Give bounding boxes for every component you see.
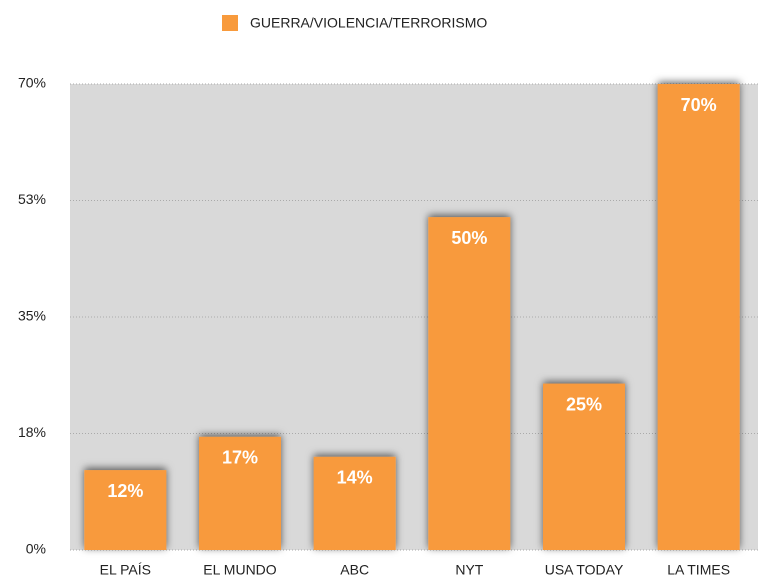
legend-label: GUERRA/VIOLENCIA/TERRORISMO: [250, 15, 487, 31]
y-tick-label: 35%: [18, 308, 46, 324]
y-tick-label: 70%: [18, 75, 46, 91]
bar: [199, 436, 281, 550]
y-tick-label: 53%: [18, 191, 46, 207]
bar: [657, 84, 740, 550]
value-label: 12%: [107, 481, 143, 501]
y-tick-label: 0%: [26, 541, 46, 557]
bar: [313, 456, 396, 550]
x-tick-label: USA TODAY: [545, 562, 624, 578]
x-tick-label: EL PAÍS: [100, 562, 151, 578]
x-tick-label: LA TIMES: [667, 562, 730, 578]
plot-area: [70, 84, 758, 550]
value-label: 17%: [222, 448, 258, 468]
x-tick-label: ABC: [340, 562, 369, 578]
bar: [428, 217, 511, 550]
x-tick-label: NYT: [455, 562, 483, 578]
bar: [543, 383, 625, 550]
value-label: 50%: [451, 228, 487, 248]
value-label: 14%: [337, 468, 373, 488]
y-tick-label: 18%: [18, 424, 46, 440]
x-tick-label: EL MUNDO: [203, 562, 276, 578]
value-label: 25%: [566, 394, 602, 414]
value-label: 70%: [681, 95, 717, 115]
bar: [84, 470, 167, 550]
legend-swatch: [222, 15, 238, 31]
